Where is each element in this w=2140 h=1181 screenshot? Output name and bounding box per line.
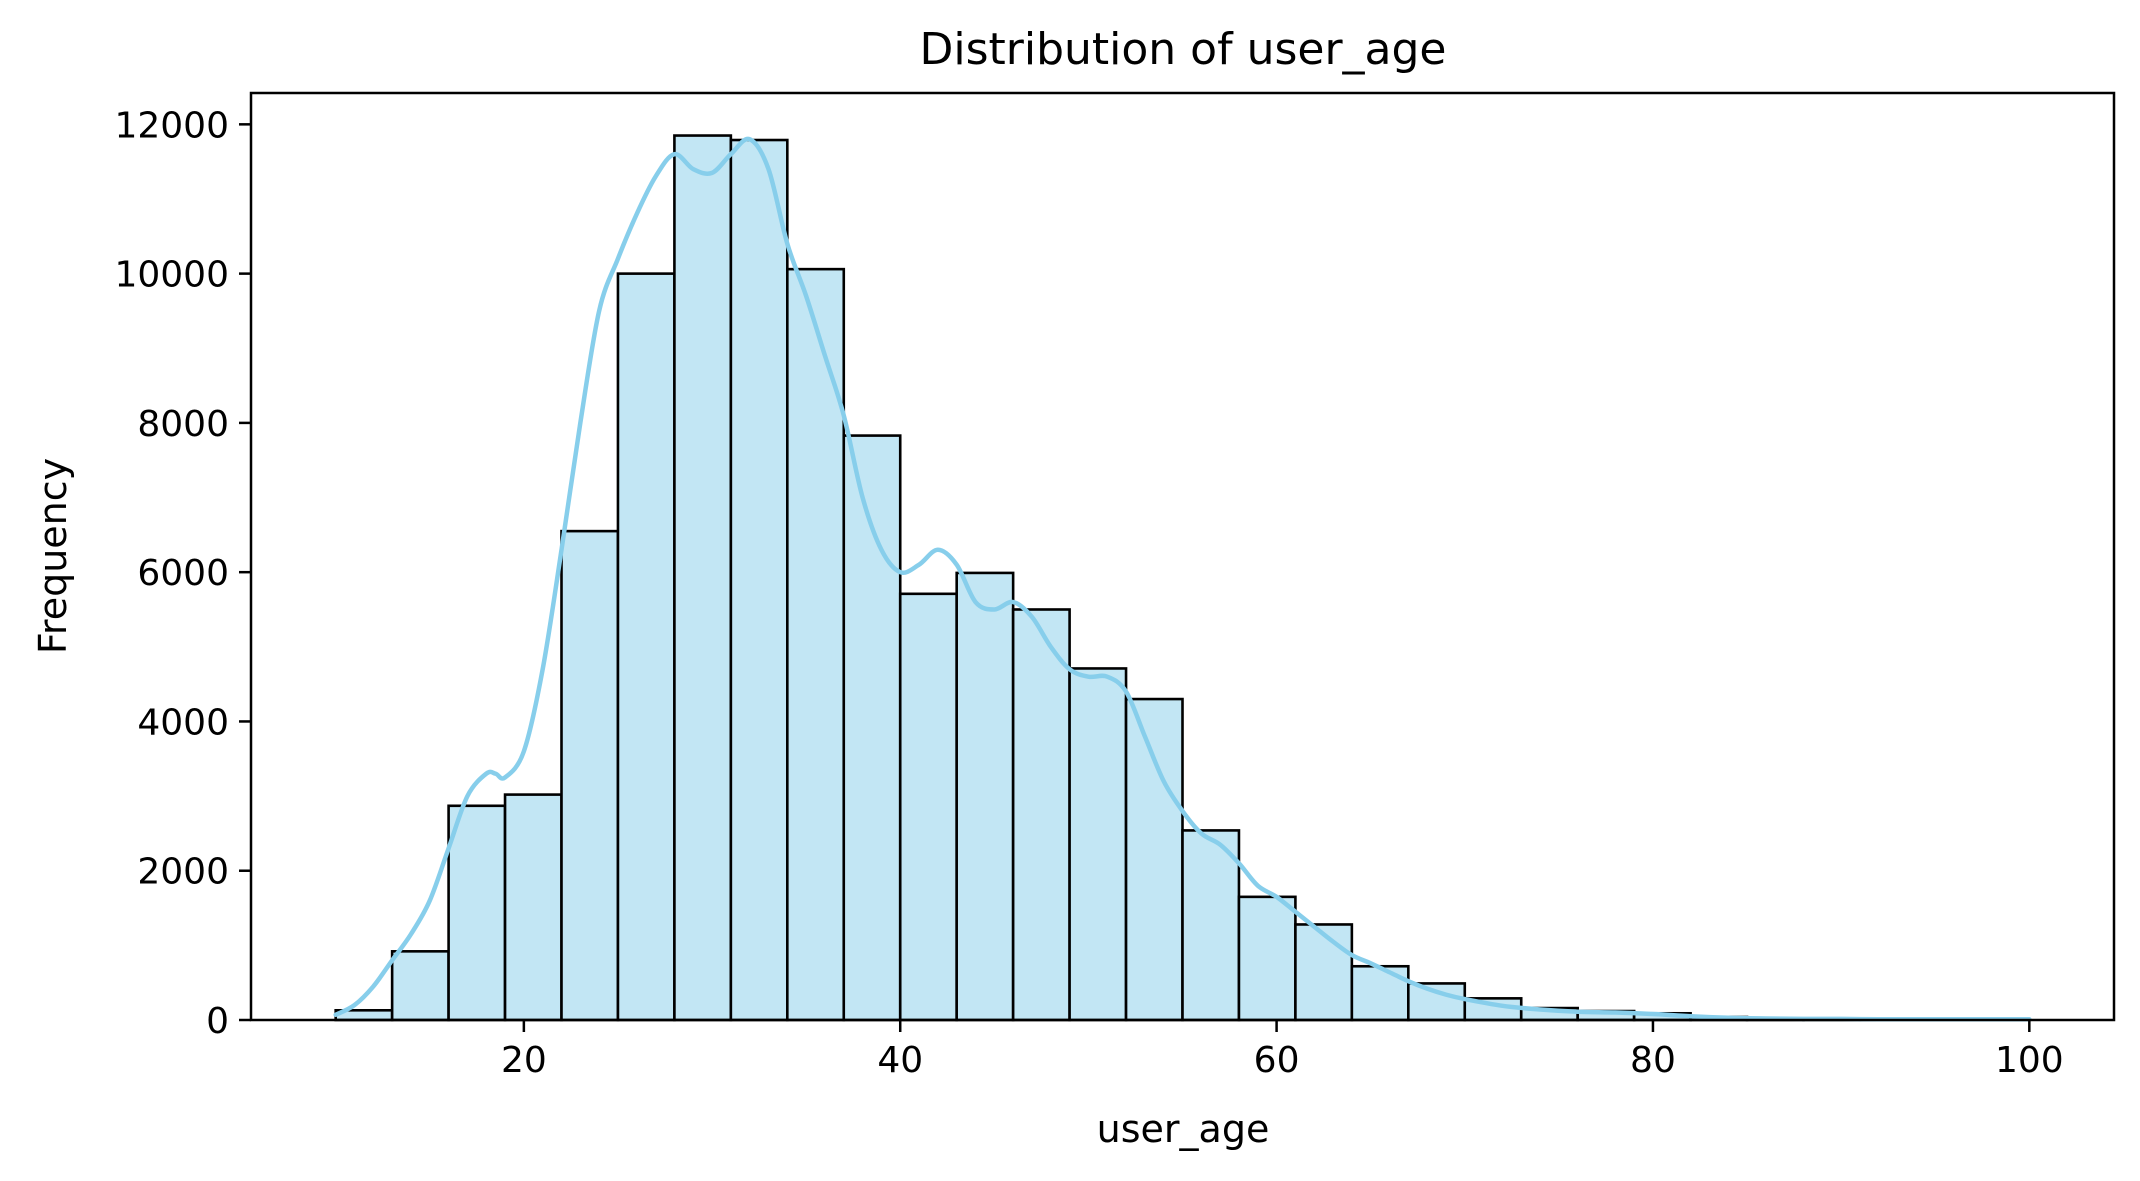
y-tick-label: 8000 — [137, 404, 229, 445]
x-axis-ticks: 20 40 60 80 100 — [501, 1020, 2064, 1081]
histogram-bar-2 — [447, 804, 507, 1022]
x-axis-label: user_age — [1097, 1107, 1270, 1151]
histogram-bar-15 — [1181, 829, 1241, 1022]
x-tick-label: 100 — [1995, 1040, 2064, 1081]
histogram-bar-12 — [1011, 608, 1071, 1022]
plot-frame — [249, 91, 2116, 1022]
y-tick-label: 10000 — [114, 255, 229, 296]
histogram-bar-11 — [955, 571, 1015, 1022]
histogram-bar-1 — [390, 950, 450, 1022]
histogram-bar-8 — [786, 267, 846, 1022]
y-tick-label: 2000 — [137, 852, 229, 893]
kde-layer — [333, 136, 2032, 1022]
histogram-bar-7 — [729, 138, 789, 1022]
histogram-bar-17 — [1294, 923, 1354, 1022]
x-tick-label: 80 — [1630, 1040, 1676, 1081]
x-tick-label: 20 — [501, 1040, 547, 1081]
histogram-bar-13 — [1068, 667, 1128, 1022]
kde-curve — [333, 136, 2032, 1022]
histogram-bar-6 — [673, 134, 733, 1022]
y-axis-label: Frequency — [31, 458, 75, 654]
x-tick-label: 40 — [877, 1040, 923, 1081]
histogram-bar-14 — [1124, 697, 1184, 1022]
y-tick-label: 12000 — [114, 105, 229, 146]
histogram-bar-5 — [616, 272, 676, 1022]
histogram-bar-19 — [1407, 982, 1467, 1022]
bars-layer — [334, 134, 2031, 1022]
y-axis-ticks: 0 2000 4000 6000 8000 10000 12000 — [114, 105, 251, 1042]
x-tick-label: 60 — [1254, 1040, 1300, 1081]
y-tick-label: 0 — [206, 1001, 229, 1042]
y-tick-label: 6000 — [137, 553, 229, 594]
histogram-bar-16 — [1237, 895, 1297, 1022]
chart-title: Distribution of user_age — [919, 24, 1446, 75]
histogram-bar-18 — [1350, 964, 1410, 1022]
histogram-bar-4 — [560, 529, 620, 1022]
y-tick-label: 4000 — [137, 702, 229, 743]
histogram-bar-3 — [503, 793, 563, 1022]
histogram-bar-10 — [898, 592, 958, 1022]
